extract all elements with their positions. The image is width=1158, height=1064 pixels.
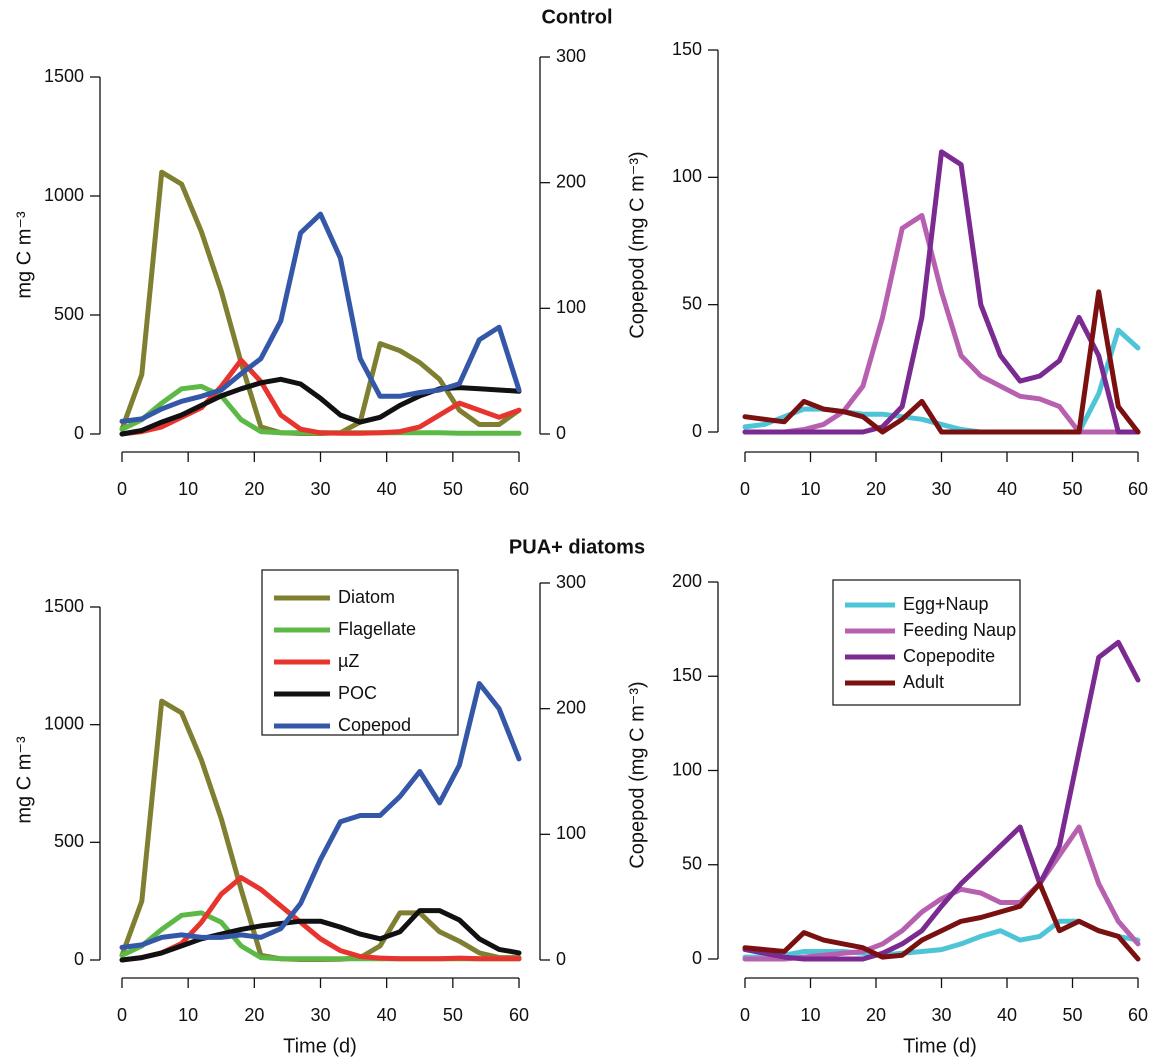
legend-label: Diatom [338, 587, 395, 607]
x-tick-label: 40 [377, 1005, 397, 1025]
x-tick-label: 0 [740, 1005, 750, 1025]
x-tick-label: 0 [117, 479, 127, 499]
x-tick-label: 60 [1128, 1005, 1148, 1025]
series-line [742, 824, 1141, 962]
x-tick-label: 10 [178, 479, 198, 499]
legend-label: Copepod [338, 715, 411, 735]
legend-label: Flagellate [338, 619, 416, 639]
legend-label: Copepodite [903, 646, 995, 666]
y2-tick-label: 100 [556, 297, 586, 317]
y2-tick-label: 200 [556, 697, 586, 717]
x-tick-label: 0 [740, 479, 750, 499]
y-tick-label: 200 [672, 571, 702, 591]
y-tick-label: 1500 [44, 66, 84, 86]
x-tick-label: 30 [931, 1005, 951, 1025]
x-tick-label: 50 [1062, 479, 1082, 499]
x-tick-label: 30 [310, 1005, 330, 1025]
panel-title: PUA+ diatoms [509, 536, 645, 558]
y-tick-label: 50 [682, 293, 702, 313]
x-axis-label: Time (d) [903, 1035, 977, 1057]
x-tick-label: 60 [509, 1005, 529, 1025]
legend-label: µZ [338, 651, 359, 671]
x-tick-label: 0 [117, 1005, 127, 1025]
legend-label: Feeding Naup [903, 620, 1016, 640]
series-line [119, 169, 522, 436]
legend-label: Adult [903, 672, 944, 692]
series-line [742, 289, 1141, 435]
y2-tick-label: 100 [556, 823, 586, 843]
y-tick-label: 0 [74, 949, 84, 969]
y2-tick-label: 0 [556, 949, 566, 969]
y-tick-label: 1000 [44, 185, 84, 205]
x-tick-label: 40 [377, 479, 397, 499]
x-tick-label: 30 [310, 479, 330, 499]
x-tick-label: 30 [931, 479, 951, 499]
series-line [742, 639, 1141, 962]
y-axis-label: Copepod (mg C m⁻³) [626, 681, 648, 868]
y-tick-label: 0 [74, 423, 84, 443]
y-tick-label: 1500 [44, 596, 84, 616]
x-tick-label: 50 [1062, 1005, 1082, 1025]
x-tick-label: 20 [244, 1005, 264, 1025]
series-line [119, 211, 522, 424]
series-line [742, 918, 1141, 960]
y-tick-label: 500 [54, 304, 84, 324]
x-tick-label: 20 [866, 1005, 886, 1025]
x-tick-label: 10 [800, 1005, 820, 1025]
y-tick-label: 1000 [44, 713, 84, 733]
y-tick-label: 0 [692, 948, 702, 968]
y-tick-label: 50 [682, 854, 702, 874]
y-tick-label: 100 [672, 166, 702, 186]
panel-title: Control [541, 6, 612, 28]
series-line [742, 149, 1141, 435]
x-tick-label: 40 [997, 1005, 1017, 1025]
x-tick-label: 20 [866, 479, 886, 499]
y-tick-label: 0 [692, 421, 702, 441]
y2-tick-label: 300 [556, 572, 586, 592]
series-line [119, 681, 522, 950]
x-axis-label: Time (d) [283, 1035, 357, 1057]
y2-tick-label: 300 [556, 46, 586, 66]
y2-tick-label: 200 [556, 171, 586, 191]
legend-label: Egg+Naup [903, 594, 989, 614]
series-line [742, 213, 1141, 435]
x-tick-label: 10 [178, 1005, 198, 1025]
x-tick-label: 60 [509, 479, 529, 499]
x-tick-label: 50 [443, 479, 463, 499]
y-tick-label: 150 [672, 39, 702, 59]
y-tick-label: 150 [672, 665, 702, 685]
x-tick-label: 50 [443, 1005, 463, 1025]
y-axis-label: mg C m⁻³ [13, 736, 35, 824]
y-tick-label: 100 [672, 759, 702, 779]
y2-tick-label: 0 [556, 423, 566, 443]
x-tick-label: 10 [800, 479, 820, 499]
x-tick-label: 60 [1128, 479, 1148, 499]
legend-label: POC [338, 683, 377, 703]
x-tick-label: 20 [244, 479, 264, 499]
y-axis-label: Copepod (mg C m⁻³) [626, 151, 648, 338]
y-tick-label: 500 [54, 831, 84, 851]
y-axis-label: mg C m⁻³ [13, 211, 35, 299]
x-tick-label: 40 [997, 479, 1017, 499]
series-line [119, 908, 522, 963]
series-line [742, 881, 1141, 962]
